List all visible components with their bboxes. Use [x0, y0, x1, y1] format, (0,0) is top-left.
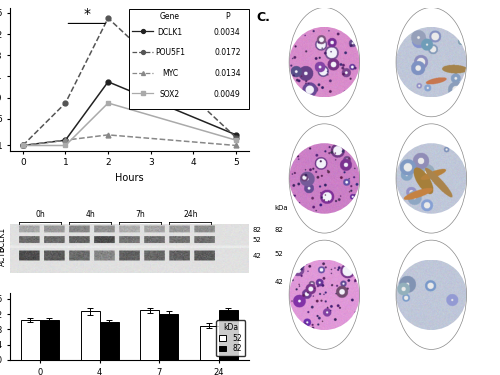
Bar	[100, 322, 118, 360]
Bar	[80, 311, 100, 360]
Text: 82: 82	[274, 226, 283, 232]
Text: DCLK1: DCLK1	[0, 227, 6, 252]
Bar	[21, 320, 40, 360]
Bar	[160, 314, 178, 360]
Text: 7h: 7h	[136, 210, 145, 219]
Text: 52: 52	[274, 251, 283, 257]
Text: *: *	[84, 7, 90, 21]
Text: SOX2: SOX2	[160, 90, 180, 99]
Bar	[219, 310, 238, 360]
Legend: 52, 82: 52, 82	[216, 320, 245, 356]
Text: MYC: MYC	[162, 69, 178, 78]
Text: ACTB: ACTB	[0, 246, 6, 266]
Text: 0h: 0h	[36, 210, 45, 219]
Text: 42: 42	[252, 253, 261, 259]
Text: 52: 52	[252, 237, 261, 243]
Text: kDa: kDa	[274, 206, 288, 212]
Bar	[140, 310, 160, 360]
Bar	[200, 326, 219, 360]
Text: 42: 42	[274, 279, 283, 285]
Text: 0.0034: 0.0034	[214, 27, 240, 36]
X-axis label: Hours: Hours	[115, 173, 143, 183]
Text: P: P	[225, 12, 230, 21]
Text: DCLK1: DCLK1	[158, 27, 182, 36]
Text: 82: 82	[252, 227, 261, 233]
Text: 24h: 24h	[183, 210, 198, 219]
FancyBboxPatch shape	[130, 9, 249, 109]
Bar	[40, 320, 59, 360]
Text: 0.0134: 0.0134	[214, 69, 240, 78]
Text: 4h: 4h	[86, 210, 95, 219]
Text: Gene: Gene	[160, 12, 180, 21]
Text: 0.0172: 0.0172	[214, 48, 240, 57]
Text: C.: C.	[256, 11, 270, 24]
Text: 0.0049: 0.0049	[214, 90, 240, 99]
Text: POU5F1: POU5F1	[155, 48, 185, 57]
